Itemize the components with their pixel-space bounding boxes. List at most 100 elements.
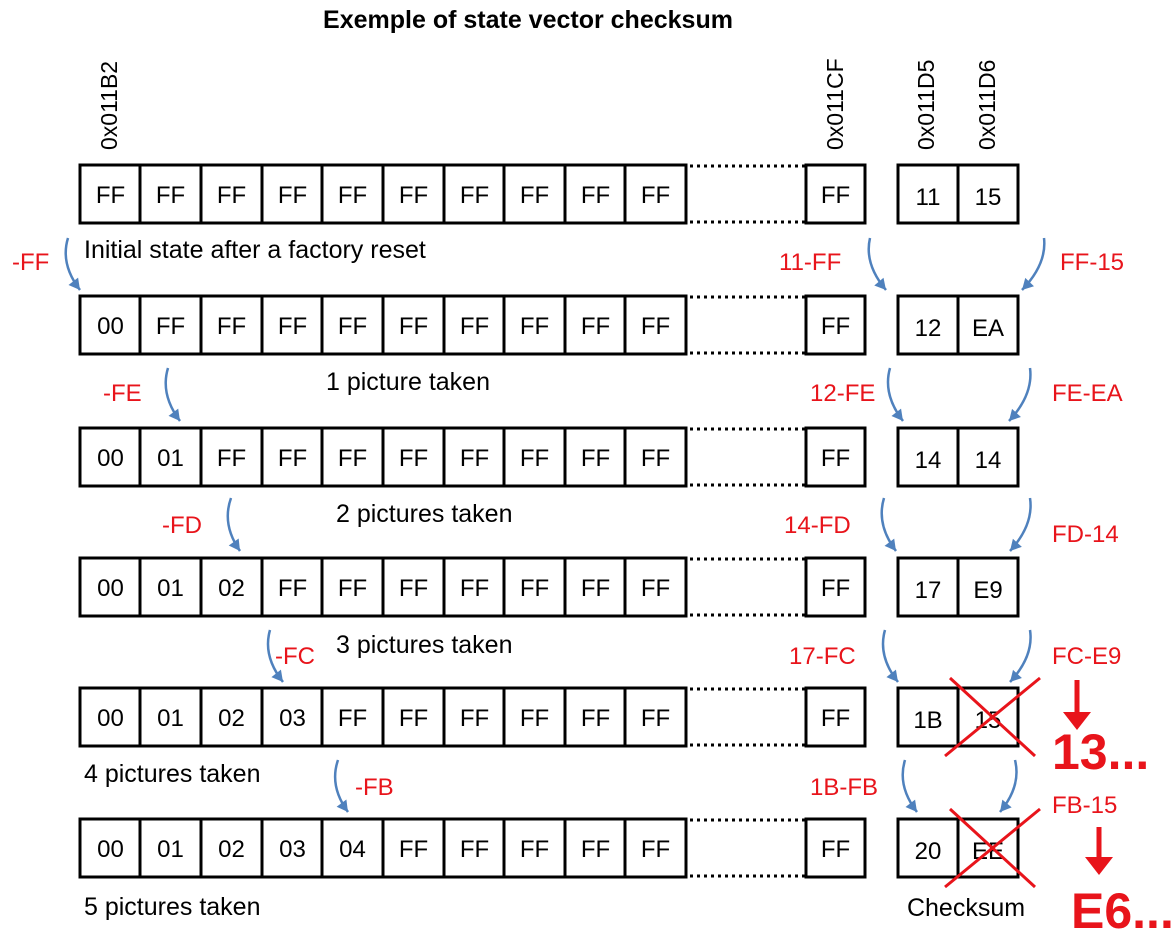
memory-cell-value: 01 (157, 705, 184, 732)
memory-cell-value: FF (399, 836, 428, 863)
checksum-cell (896, 817, 960, 879)
transition-label-right: FF-15 (1060, 249, 1124, 276)
correction-arrowhead-2 (1085, 857, 1113, 875)
memory-cell-value: 01 (157, 836, 184, 863)
memory-cell-value: FF (520, 445, 549, 472)
row-caption: 4 pictures taken (84, 760, 261, 788)
memory-cell (320, 686, 385, 748)
memory-cell-value: FF (278, 313, 307, 340)
memory-cell (78, 817, 143, 879)
memory-row: 00010203FFFFFFFFFFFFFF1B154 pictures tak… (78, 676, 1041, 788)
memory-rows: FF FF FF FF FF FF FF FF FF FF FF 11 15 Initial state … (78, 163, 1041, 921)
memory-cell-value: FF (399, 182, 428, 209)
memory-cell-value: FF (581, 836, 610, 863)
transition-arrowhead (905, 799, 917, 812)
checksum-cell-value: 17 (915, 577, 942, 604)
address-label-first: 0x011B2 (96, 61, 122, 150)
memory-cell-value: FF (641, 313, 670, 340)
correction-arrowhead-1 (1063, 712, 1091, 730)
transition-label-mid: 1B-FB (810, 774, 878, 801)
memory-cell-value: FF (460, 575, 489, 602)
transition-arrowhead (271, 669, 283, 682)
checksum-cell (956, 556, 1020, 618)
diagram-title: Exemple of state vector checksum (323, 6, 733, 34)
memory-cell-value: FF (520, 182, 549, 209)
memory-cell-value: FF (278, 575, 307, 602)
memory-cell (442, 294, 507, 356)
memory-cell-value: FF (338, 445, 367, 472)
memory-cell-last-value: FF (821, 575, 850, 602)
checksum-cell (956, 426, 1020, 488)
memory-cell (563, 294, 628, 356)
memory-cell-value: FF (581, 445, 610, 472)
transition-label-mid: 17-FC (789, 643, 856, 670)
memory-cell (381, 294, 446, 356)
memory-cell-value: FF (156, 182, 185, 209)
transition-label-left: -FE (103, 380, 142, 407)
transition-arrowhead (886, 669, 898, 682)
memory-cell-last-value: FF (821, 705, 850, 732)
memory-cell-value: FF (399, 575, 428, 602)
memory-cell (502, 163, 567, 225)
memory-cell-value: 04 (339, 836, 366, 863)
checksum-cell-value: 15 (975, 184, 1002, 211)
transition-arrowhead (1000, 799, 1012, 812)
memory-cell (563, 556, 628, 618)
memory-cell-last (804, 686, 867, 748)
checksum-cell (896, 426, 960, 488)
memory-cell-value: FF (338, 313, 367, 340)
memory-cell-value: FF (520, 705, 549, 732)
transition-arrowhead (1010, 669, 1022, 682)
checksum-cell-value: 14 (915, 447, 942, 474)
transitions: -FF 11-FF FF-15 -FE 12-FE FE-EA -FD 14-FD FD-14 -… (12, 237, 1124, 819)
memory-cell (623, 556, 688, 618)
memory-cell-value: FF (399, 313, 428, 340)
transition-label-mid: 14-FD (784, 512, 851, 539)
memory-cell-value: FF (217, 445, 246, 472)
checksum-cell-value: 12 (915, 315, 942, 342)
memory-cell (78, 426, 143, 488)
memory-cell-last (804, 556, 867, 618)
memory-cell (502, 686, 567, 748)
memory-cell (199, 163, 264, 225)
cross-out-line (944, 807, 1041, 889)
memory-cell (320, 817, 385, 879)
row-caption: 2 pictures taken (336, 500, 513, 528)
memory-cell (260, 426, 325, 488)
checksum-cell-value: 1B (913, 707, 942, 734)
transition-label-left: -FD (162, 512, 202, 539)
cross-out-line (944, 676, 1041, 758)
transition-label-mid: 12-FE (810, 380, 875, 407)
memory-cell (623, 817, 688, 879)
memory-cell-last-value: FF (821, 182, 850, 209)
correction-arrows (1063, 680, 1113, 875)
memory-cell (199, 294, 264, 356)
memory-cell-value: FF (641, 705, 670, 732)
transition-arrowhead (336, 799, 348, 812)
memory-cell (442, 686, 507, 748)
memory-cell (442, 556, 507, 618)
memory-row: 0001020304FFFFFFFFFFFF20EE5 pictures tak… (78, 807, 1041, 921)
memory-row: 00 01 FF FF FF FF FF FF FF FF FF 14 14 2 pictures tak… (78, 426, 1020, 528)
memory-cell-value: FF (156, 313, 185, 340)
memory-cell (320, 426, 385, 488)
memory-cell (563, 426, 628, 488)
row-caption: 3 pictures taken (336, 631, 513, 659)
memory-cell-value: FF (399, 705, 428, 732)
memory-cell-value: 03 (279, 836, 306, 863)
address-label-checksum-hi: 0x011D5 (913, 60, 939, 150)
memory-cell (199, 817, 264, 879)
transition-arrowhead (228, 538, 240, 551)
memory-cell-value: FF (641, 182, 670, 209)
memory-cell-value: FF (581, 182, 610, 209)
memory-cell-value: 00 (97, 575, 124, 602)
memory-cell-value: FF (581, 575, 610, 602)
memory-cell-last (804, 817, 867, 879)
memory-cell-value: FF (581, 313, 610, 340)
memory-cell (320, 556, 385, 618)
memory-cell-value: 01 (157, 575, 184, 602)
memory-cell-value: FF (460, 705, 489, 732)
memory-cell-value: FF (460, 182, 489, 209)
memory-cell (381, 817, 446, 879)
